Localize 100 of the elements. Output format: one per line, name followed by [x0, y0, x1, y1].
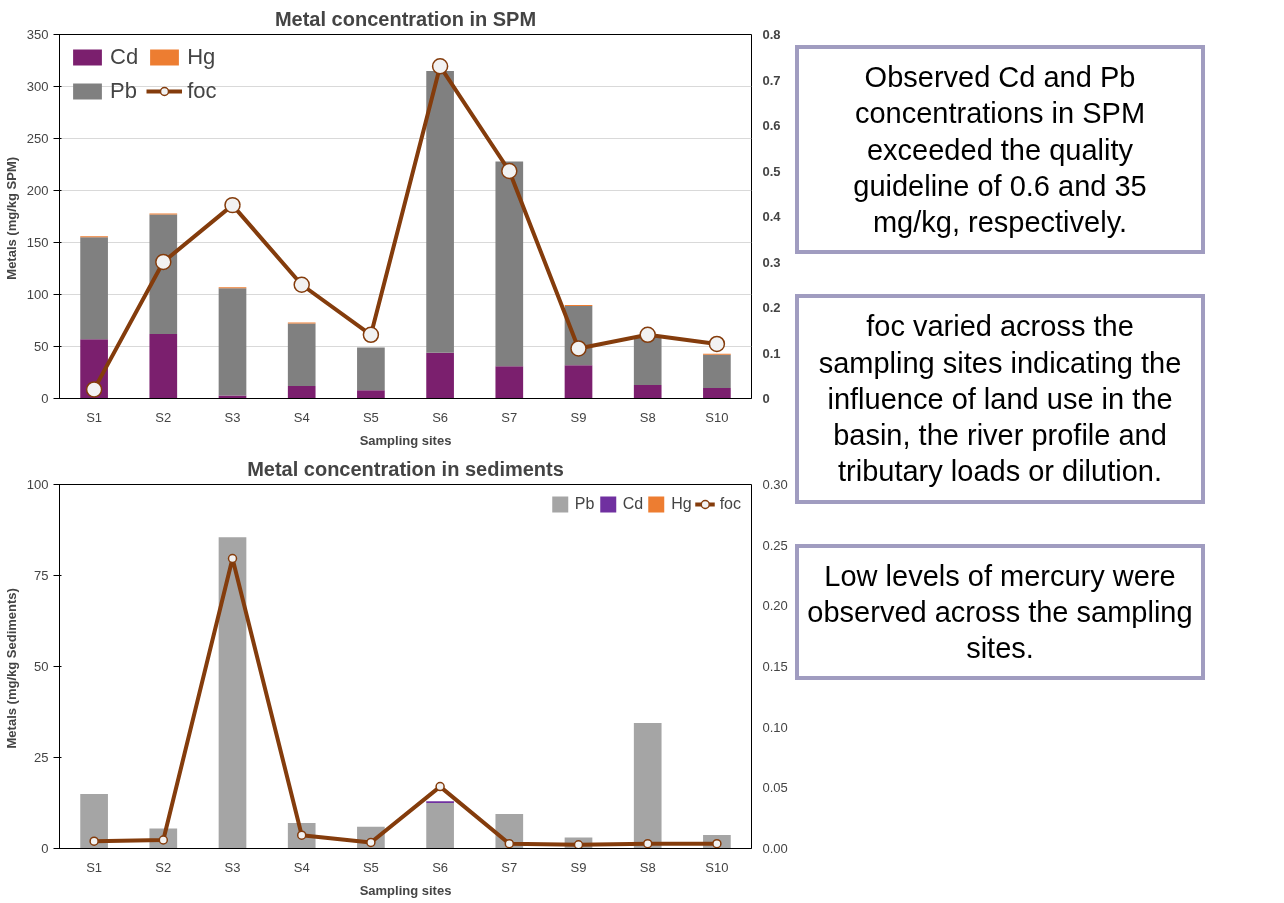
point	[362, 326, 380, 344]
x-tick-label: S10	[705, 409, 729, 425]
y-tick-label: 50	[34, 659, 49, 674]
x-tick-label: S7	[501, 859, 518, 875]
x-tick-label: S6	[432, 409, 449, 425]
point	[155, 253, 172, 271]
y-axis-title: Metals (mg/kg Sediments)	[3, 588, 19, 749]
x-tick-label: S1	[86, 409, 103, 425]
y2-tick-label: 0.4	[762, 209, 782, 224]
point	[89, 836, 99, 846]
chart-title: Metal concentration in SPM	[274, 7, 537, 30]
legend-label: Cd	[622, 495, 644, 513]
bar	[633, 722, 662, 849]
y2-tick-label: 0.3	[762, 254, 781, 270]
x-tick-label: S9	[570, 859, 587, 875]
y2-tick-label: 0.5	[762, 163, 781, 179]
x-tick-label: S4	[293, 859, 310, 875]
legend-label: foc	[719, 495, 741, 513]
x-tick-label: S1	[86, 859, 103, 875]
y2-tick-label: 0.05	[762, 780, 788, 796]
y2-tick-label: 0.7	[762, 72, 781, 88]
y-tick-label: 200	[26, 183, 49, 198]
bar	[426, 352, 454, 399]
point	[639, 326, 656, 344]
point	[227, 553, 238, 564]
point	[501, 162, 518, 180]
bar	[426, 803, 454, 849]
y2-tick-label: 0.20	[762, 598, 788, 614]
text: Low levels of mercury were observed across the sampling sites.	[795, 543, 1205, 681]
y2-tick-label: 0.30	[762, 477, 788, 492]
bar	[149, 334, 178, 399]
point	[708, 335, 726, 353]
chart-title: Metal concentration in sediments	[247, 457, 564, 480]
x-tick-label: S6	[432, 859, 449, 875]
y-tick-label: 300	[26, 79, 49, 94]
point	[224, 196, 241, 214]
bar	[357, 347, 385, 391]
x-axis-title: Sampling sites	[359, 432, 452, 448]
x-tick-label: S8	[639, 409, 656, 425]
point	[293, 276, 310, 293]
bar	[357, 390, 385, 399]
y-tick-label: 50	[34, 339, 49, 354]
legend-label: Pb	[110, 78, 137, 104]
y-tick-label: 75	[34, 568, 49, 583]
text: Observed Cd and Pb concentrations in SPM exceeded the quality guideline of 0.6 and 35 mg/kg, respectively.	[795, 45, 1205, 255]
point	[504, 838, 515, 849]
legend-label: foc	[187, 78, 217, 104]
point	[431, 58, 449, 75]
y2-tick-label: 0.25	[762, 537, 788, 553]
y2-tick-label: 0.8	[762, 27, 781, 42]
x-tick-label: S8	[639, 859, 656, 875]
x-tick-label: S2	[155, 409, 172, 425]
y-tick-label: 250	[26, 131, 49, 146]
bar	[218, 288, 247, 396]
y-axis-title: Metals (mg/kg SPM)	[3, 156, 19, 280]
bar	[218, 537, 247, 849]
x-axis-title: Sampling sites	[359, 882, 452, 898]
x-tick-label: S3	[224, 409, 241, 425]
bar	[495, 161, 524, 367]
legend-label: Hg	[671, 495, 692, 513]
point	[435, 781, 445, 792]
y2-tick-label: 0.15	[762, 659, 788, 674]
y-tick-label: 100	[26, 477, 49, 492]
bar	[564, 365, 593, 399]
point	[573, 840, 584, 849]
x-tick-label: S9	[570, 409, 587, 425]
point	[570, 340, 587, 357]
bar	[80, 793, 108, 849]
y-tick-label: 0	[41, 391, 49, 406]
x-tick-label: S2	[155, 859, 172, 875]
y-tick-label: 350	[26, 27, 49, 42]
bar	[287, 386, 316, 399]
legend-label: Hg	[187, 44, 216, 70]
point	[85, 381, 103, 398]
bar	[218, 395, 247, 399]
legend-label: Pb	[574, 495, 595, 513]
bar	[633, 336, 662, 385]
y2-tick-label: 0.10	[762, 719, 788, 735]
bar	[495, 366, 524, 399]
y2-tick-label: 0.1	[762, 345, 781, 361]
x-tick-label: S5	[362, 409, 379, 425]
y-tick-label: 150	[26, 235, 49, 250]
x-tick-label: S4	[293, 409, 310, 425]
x-tick-label: S10	[705, 859, 729, 875]
legend-label: Cd	[110, 44, 139, 70]
bar	[703, 354, 731, 389]
x-tick-label: S7	[501, 409, 518, 425]
bar	[703, 388, 731, 399]
bar	[80, 237, 108, 340]
y2-tick-label: 0.00	[762, 841, 788, 856]
text: foc varied across the sampling sites indicating the influence of land use in the basin, the river profile and tributary loads or dilution.	[795, 294, 1205, 504]
y2-tick-label: 0	[762, 391, 770, 406]
bar	[426, 70, 454, 353]
x-tick-label: S5	[362, 859, 379, 875]
point	[642, 838, 653, 849]
y-tick-label: 0	[41, 841, 49, 856]
x-tick-label: S3	[224, 859, 241, 875]
y2-tick-label: 0.6	[762, 118, 781, 133]
y-tick-label: 25	[34, 750, 49, 765]
y-tick-label: 100	[26, 287, 49, 302]
